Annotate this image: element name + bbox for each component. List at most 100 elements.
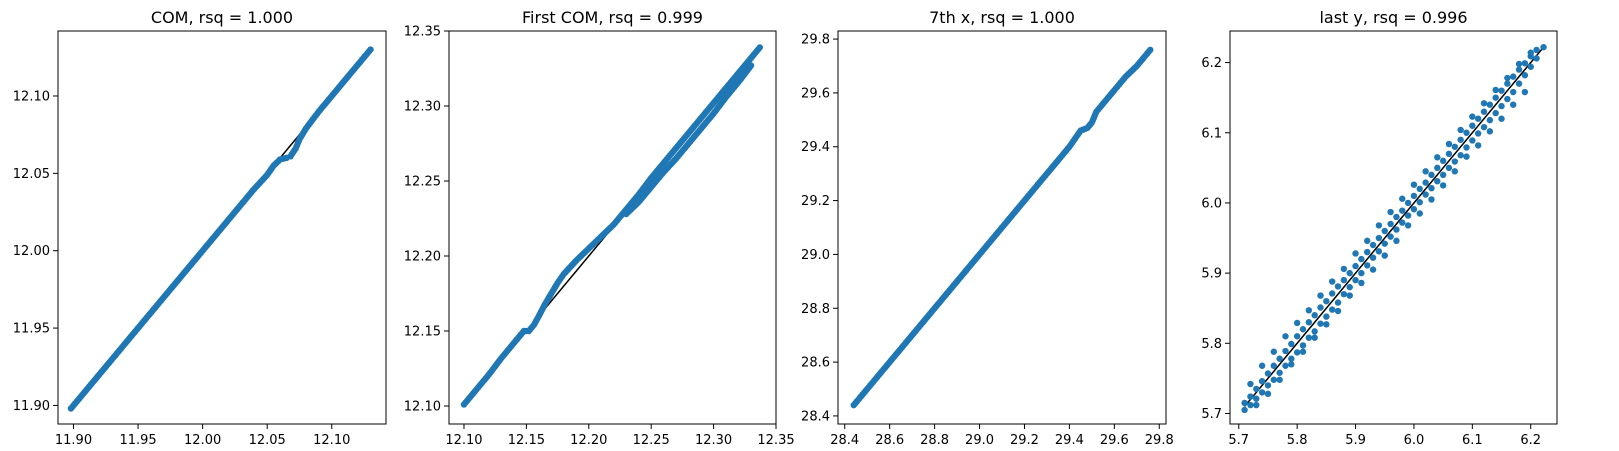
data-point: [1399, 219, 1406, 226]
data-point: [1253, 401, 1260, 409]
data-point: [1264, 390, 1272, 398]
plot-area: [460, 44, 763, 408]
plot-area: [850, 46, 1154, 409]
data-point: [1270, 362, 1277, 369]
data-point: [1393, 237, 1400, 245]
data-point: [756, 44, 763, 51]
data-point: [1428, 171, 1435, 179]
x-tick-label: 12.30: [695, 433, 732, 448]
data-point: [1147, 46, 1154, 54]
data-point: [1352, 250, 1359, 257]
x-tick-label: 12.35: [757, 433, 794, 448]
y-tick-label: 6.1: [1201, 126, 1222, 141]
data-point: [1299, 326, 1307, 333]
axes-frame: [448, 30, 777, 425]
data-point: [1439, 182, 1447, 189]
data-point: [747, 62, 755, 69]
data-point: [1334, 283, 1342, 290]
axes-frame: [1229, 30, 1558, 425]
data-point: [1358, 255, 1365, 263]
data-point: [1334, 307, 1342, 315]
y-tick-label: 12.25: [404, 175, 441, 190]
y-tick-label: 6.2: [1201, 56, 1222, 71]
data-point: [1404, 222, 1412, 229]
data-point: [1486, 128, 1494, 135]
data-point: [1328, 290, 1336, 297]
data-point: [1439, 171, 1447, 179]
data-point: [1439, 157, 1447, 165]
x-tick-label: 29.4: [1055, 433, 1084, 448]
x-tick-label: 11.90: [55, 433, 92, 448]
data-point: [1510, 88, 1517, 96]
x-tick-label: 5.8: [1287, 433, 1308, 448]
x-tick-label: 6.1: [1462, 433, 1483, 448]
data-point: [1305, 334, 1313, 341]
data-point: [1369, 241, 1377, 249]
data-point: [1492, 94, 1499, 101]
data-point: [1510, 101, 1517, 108]
data-point: [1282, 362, 1289, 369]
y-tick-label: 5.9: [1201, 267, 1222, 282]
chart-title: COM, rsq = 1.000: [151, 8, 293, 27]
data-point: [1474, 130, 1482, 137]
y-tick-label: 5.7: [1201, 407, 1222, 422]
data-point: [1393, 226, 1400, 233]
data-point: [1311, 328, 1318, 335]
axes-frame: [837, 30, 1167, 425]
x-tick-label: 5.7: [1228, 433, 1249, 448]
data-point: [1474, 142, 1482, 149]
data-point: [1521, 88, 1529, 96]
data-point: [1340, 290, 1348, 298]
data-point: [1492, 109, 1499, 117]
x-tick-label: 12.05: [249, 433, 286, 448]
data-point: [1540, 43, 1547, 51]
data-point: [1323, 313, 1330, 320]
data-point: [1276, 369, 1283, 376]
data-point: [1264, 382, 1272, 389]
chart-panel-2: 12.10 12.15 12.20 12.25 12.30 12.35 12.10 12.15…: [404, 8, 795, 448]
x-tick-label: 12.00: [184, 433, 221, 448]
data-point: [1364, 248, 1371, 256]
data-point: [1253, 385, 1260, 393]
data-point: [1241, 399, 1248, 407]
data-point: [1381, 252, 1388, 259]
data-point: [1457, 136, 1464, 143]
data-point: [1282, 333, 1289, 340]
data-point: [1288, 340, 1295, 348]
y-tick-label: 28.4: [801, 409, 830, 424]
data-point: [1241, 406, 1248, 414]
data-point: [1276, 376, 1283, 383]
data-point: [1381, 240, 1388, 247]
data-point: [1416, 185, 1423, 193]
data-point: [1253, 395, 1260, 402]
y-tick-label: 11.90: [13, 399, 50, 414]
fit-line: [1244, 46, 1545, 407]
chart-title: 7th x, rsq = 1.000: [929, 8, 1075, 27]
data-point: [1434, 164, 1441, 172]
data-point: [1328, 306, 1336, 313]
data-point: [1480, 123, 1488, 131]
data-point: [1463, 129, 1470, 136]
data-point: [1457, 126, 1464, 134]
x-tick-label: 5.9: [1345, 433, 1366, 448]
y-tick-label: 28.8: [801, 302, 830, 317]
data-point: [1346, 269, 1353, 277]
data-point: [1369, 254, 1377, 261]
data-point: [1498, 102, 1505, 110]
data-point: [1323, 321, 1330, 328]
data-point: [1393, 213, 1400, 221]
data-point: [1282, 347, 1289, 355]
data-point: [1533, 46, 1540, 54]
x-tick-label: 29.2: [1010, 433, 1039, 448]
data-point: [1293, 319, 1301, 327]
data-point: [1358, 269, 1365, 277]
data-point: [1474, 115, 1482, 122]
x-tick-label: 29.8: [1145, 433, 1174, 448]
x-tick-label: 12.10: [445, 433, 482, 448]
data-point: [1510, 73, 1517, 80]
x-tick-label: 12.25: [633, 433, 670, 448]
chart-title: last y, rsq = 0.996: [1319, 8, 1467, 27]
data-point: [1358, 279, 1365, 287]
data-point: [1317, 304, 1324, 311]
data-point: [1445, 164, 1453, 172]
